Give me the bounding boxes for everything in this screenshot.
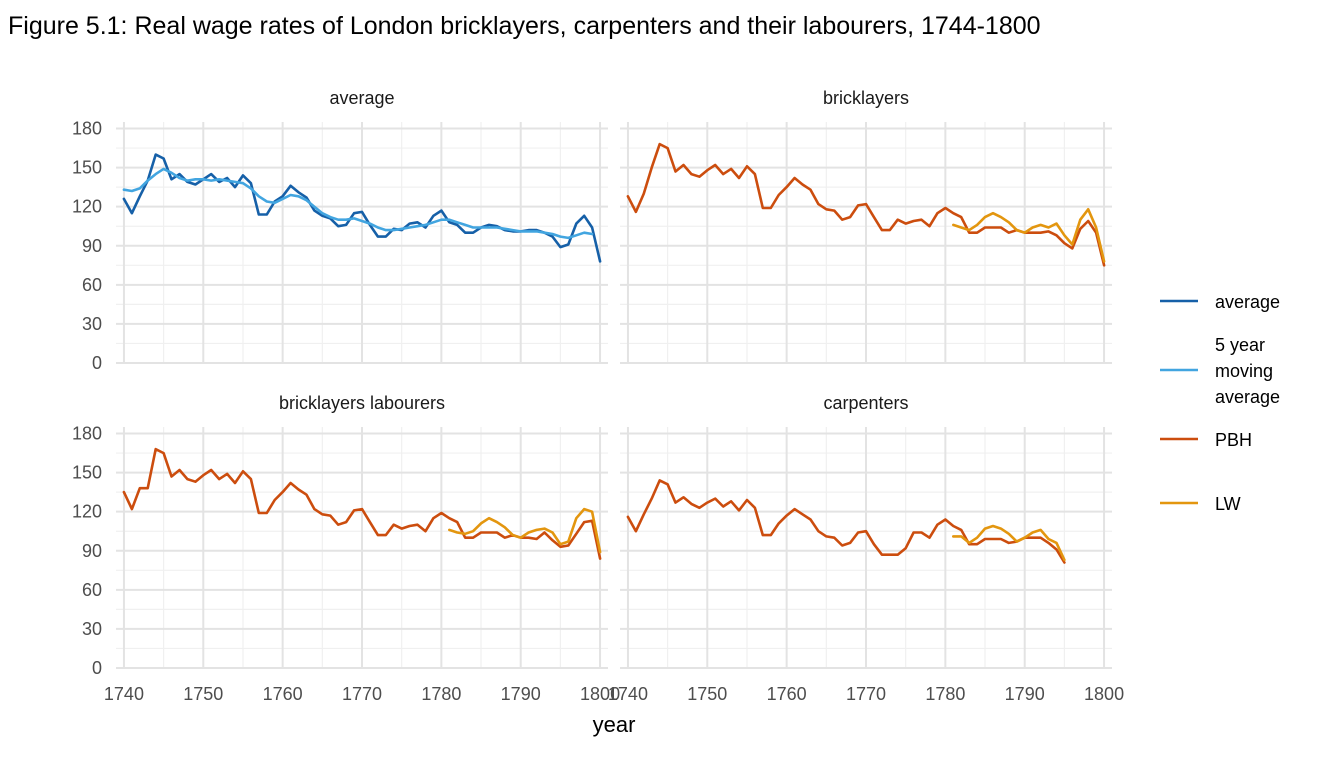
y-tick-label: 60 [82,275,102,295]
x-tick-label: 1780 [925,684,965,704]
panel-carpenters: carpenters 1740 1750 1760 1770 1780 1790 1800 [608,393,1124,704]
legend-label: 5 year [1215,335,1265,355]
series-line-pbh [626,479,1066,564]
panel-bricklayers: bricklayers [620,88,1112,364]
y-tick-label: 120 [72,502,102,522]
x-tick-label: 1740 [608,684,648,704]
y-tick-label: 120 [72,197,102,217]
x-tick-label: 1800 [1084,684,1124,704]
panel-title: bricklayers labourers [279,393,445,413]
panel-bricklayers-labourers: bricklayers labourers 0 30 60 90 120 150 180 174… [72,393,620,704]
y-tick-label: 150 [72,158,102,178]
series-line-lw [951,208,1106,263]
panel-average: average 0 30 60 90 120 150 180 [72,88,608,373]
x-tick-label: 1760 [767,684,807,704]
panel-title: average [329,88,394,108]
legend-label: average [1215,387,1280,407]
y-tick-label: 30 [82,314,102,334]
panel-title: carpenters [823,393,908,413]
x-tick-label: 1780 [421,684,461,704]
y-tick-label: 180 [72,119,102,139]
legend-label: average [1215,292,1280,312]
legend: average 5 year moving average PBH LW [1160,292,1280,514]
y-tick-label: 150 [72,463,102,483]
panel-title: bricklayers [823,88,909,108]
x-tick-label: 1800 [580,684,620,704]
series-line-5-year-moving-average [122,167,594,240]
x-tick-label: 1740 [104,684,144,704]
series-line-lw [951,524,1066,562]
legend-label: PBH [1215,430,1252,450]
y-tick-label: 90 [82,541,102,561]
x-axis-title: year [593,712,636,737]
x-tick-label: 1750 [687,684,727,704]
y-tick-label: 30 [82,619,102,639]
legend-label: LW [1215,494,1241,514]
chart-title: Figure 5.1: Real wage rates of London br… [8,12,1041,40]
y-tick-label: 0 [92,353,102,373]
series-line-lw [447,507,602,554]
x-tick-label: 1770 [846,684,886,704]
y-tick-label: 180 [72,424,102,444]
x-tick-label: 1760 [263,684,303,704]
legend-label: moving [1215,361,1273,381]
y-tick-label: 90 [82,236,102,256]
x-tick-label: 1790 [501,684,541,704]
x-tick-label: 1750 [183,684,223,704]
x-tick-label: 1770 [342,684,382,704]
y-tick-label: 60 [82,580,102,600]
y-tick-label: 0 [92,658,102,678]
x-tick-label: 1790 [1005,684,1045,704]
